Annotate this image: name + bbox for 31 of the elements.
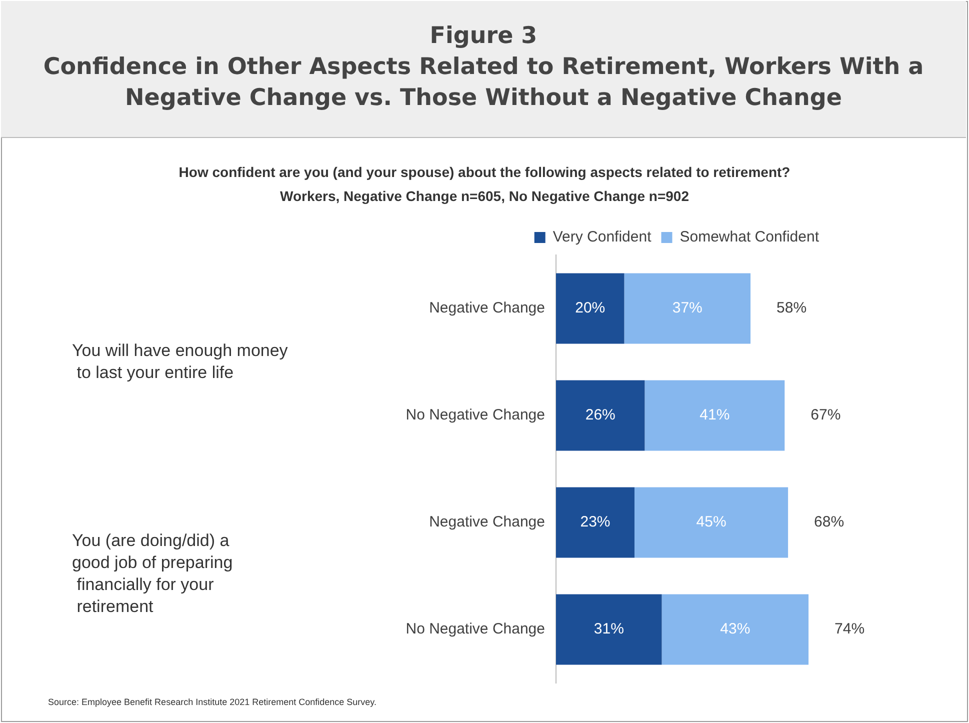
bar — [556, 273, 624, 344]
bar — [644, 380, 785, 451]
data-label: 20% — [575, 300, 606, 317]
bar — [624, 273, 751, 344]
total-label: 67% — [810, 406, 841, 424]
bar — [556, 594, 662, 665]
total-label: 74% — [834, 620, 865, 638]
legend-label: Somewhat Confident — [680, 228, 820, 246]
bar — [556, 487, 634, 558]
data-label: 23% — [580, 514, 610, 531]
bar — [662, 594, 809, 665]
data-label: 31% — [594, 620, 624, 638]
data-label: 45% — [696, 514, 726, 531]
total-label: 68% — [814, 514, 844, 531]
y-tick-label: Negative Change — [429, 514, 545, 531]
chart-title: Figure 3 Confidence in Other Aspects Related to Retirement, Workers With a Negative Change vs. Those Without a Negative Change — [1, 1, 966, 138]
text: You will have enough money to last your entire life — [72, 340, 288, 384]
y-tick-label: Negative Change — [429, 300, 545, 317]
data-label: 41% — [700, 406, 730, 424]
data-label: 43% — [720, 620, 750, 638]
legend-label: Very Confident — [552, 228, 652, 246]
data-label: 37% — [672, 300, 702, 317]
source-note: Source: Employee Benefit Research Institute 2021 Retirement Confidence Survey. — [48, 697, 377, 707]
bar — [556, 380, 645, 451]
bar — [634, 487, 788, 558]
y-tick-label: No Negative Change — [406, 406, 545, 424]
total-label: 58% — [776, 300, 807, 317]
y-tick-label: No Negative Change — [406, 620, 545, 638]
chart-subtitle: How confident are you (and your spouse) about the following aspects related to retirement? Workers, Negative Change n=605, No Negative Change n=902 — [178, 163, 792, 206]
data-label: 26% — [585, 406, 616, 424]
text: You (are doing/did) a good job of preparing financially for your retirement — [72, 530, 233, 618]
